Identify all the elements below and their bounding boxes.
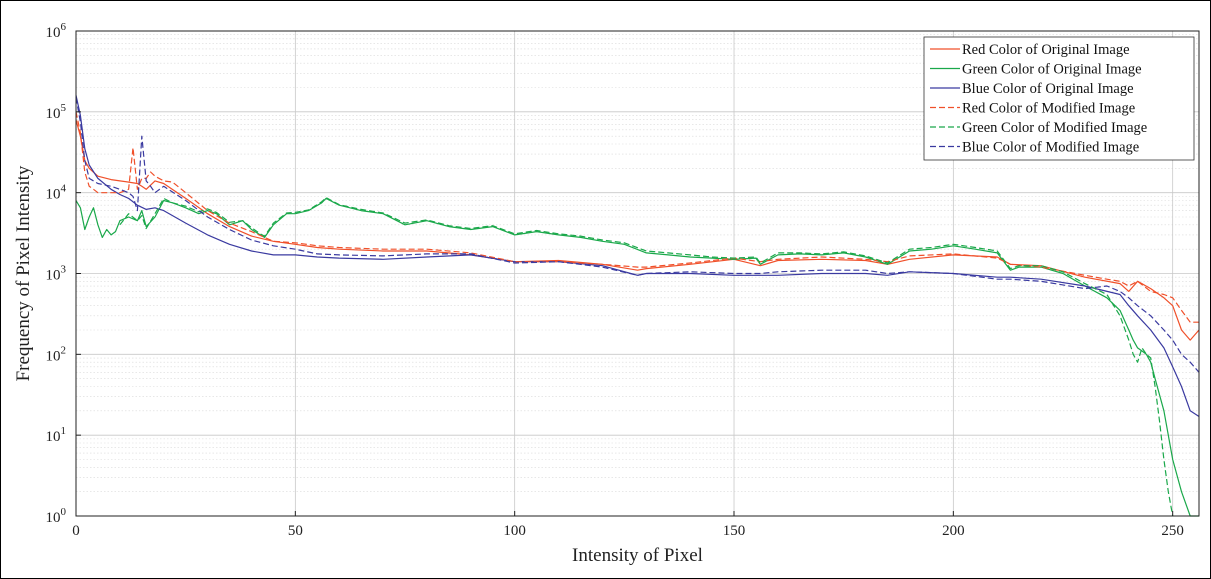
legend-label-5: Green Color of Modified Image (962, 120, 1147, 136)
legend-label-3: Blue Color of Original Image (962, 81, 1134, 97)
y-tick-label: 106 (46, 21, 67, 41)
series-lines (75, 95, 1200, 517)
x-tick-label: 200 (942, 523, 965, 539)
x-tick-label: 150 (723, 523, 746, 539)
y-tick-label: 100 (46, 506, 67, 526)
legend: Red Color of Original Image Green Color o… (923, 36, 1195, 161)
x-tick-label: 100 (503, 523, 526, 539)
series-line-4 (75, 111, 1199, 323)
legend-label-1: Red Color of Original Image (962, 42, 1130, 58)
series-line-2 (75, 197, 1199, 517)
y-tick-label: 101 (46, 425, 67, 445)
x-axis-label: Intensity of Pixel (572, 545, 703, 566)
axis-ticks: 0 50 100 150 200 250 100 101 102 103 104 105 106 (46, 21, 1184, 539)
x-tick-label: 0 (72, 523, 80, 539)
x-tick-label: 50 (288, 523, 303, 539)
y-tick-label: 104 (46, 183, 67, 203)
series-line-5 (119, 197, 1174, 517)
legend-box (923, 36, 1195, 161)
x-tick-label: 250 (1161, 523, 1184, 539)
y-tick-label: 102 (46, 344, 67, 364)
y-tick-label: 105 (46, 102, 67, 122)
y-tick-label: 103 (46, 264, 67, 284)
series-line-3 (75, 95, 1200, 418)
legend-label-4: Red Color of Modified Image (962, 101, 1135, 117)
series-line-6 (75, 97, 1200, 373)
legend-label-2: Green Color of Original Image (962, 62, 1142, 78)
legend-label-6: Blue Color of Modified Image (962, 140, 1139, 156)
y-axis-label: Frequency of Pixel Intensity (13, 165, 34, 381)
